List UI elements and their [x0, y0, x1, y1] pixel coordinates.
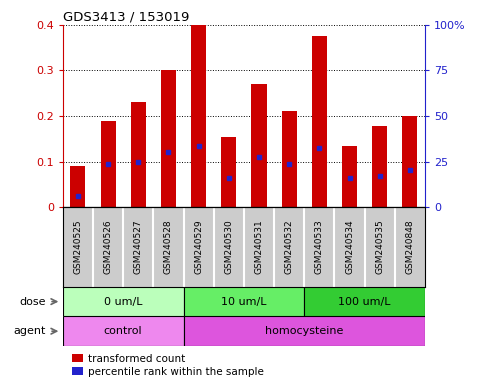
Text: GSM240534: GSM240534: [345, 220, 354, 274]
Bar: [252, 84, 267, 207]
Text: GSM240527: GSM240527: [134, 220, 143, 274]
Text: GSM240848: GSM240848: [405, 220, 414, 274]
Bar: [402, 116, 417, 207]
Text: GSM240526: GSM240526: [103, 220, 113, 274]
Bar: [100, 121, 115, 207]
Text: GSM240530: GSM240530: [224, 220, 233, 274]
Bar: [282, 111, 297, 207]
Bar: [71, 166, 85, 207]
Bar: [184, 316, 425, 346]
Text: 10 um/L: 10 um/L: [221, 296, 267, 306]
Text: agent: agent: [14, 326, 46, 336]
Legend: transformed count, percentile rank within the sample: transformed count, percentile rank withi…: [68, 349, 268, 381]
Bar: [191, 25, 206, 207]
Text: 100 um/L: 100 um/L: [339, 296, 391, 306]
Text: GSM240525: GSM240525: [73, 220, 83, 274]
Bar: [312, 36, 327, 207]
Text: GSM240535: GSM240535: [375, 220, 384, 274]
Bar: [342, 146, 357, 207]
Bar: [372, 126, 387, 207]
Bar: [221, 137, 236, 207]
Bar: [304, 287, 425, 316]
Bar: [161, 71, 176, 207]
Text: GDS3413 / 153019: GDS3413 / 153019: [63, 11, 189, 24]
Bar: [131, 103, 146, 207]
Text: GSM240532: GSM240532: [284, 220, 294, 274]
Text: GSM240528: GSM240528: [164, 220, 173, 274]
Text: GSM240531: GSM240531: [255, 220, 264, 274]
Bar: [63, 287, 184, 316]
Text: control: control: [104, 326, 142, 336]
Bar: [63, 316, 184, 346]
Text: GSM240529: GSM240529: [194, 220, 203, 274]
Text: 0 um/L: 0 um/L: [104, 296, 142, 306]
Text: dose: dose: [20, 296, 46, 306]
Bar: [184, 287, 304, 316]
Text: homocysteine: homocysteine: [265, 326, 343, 336]
Text: GSM240533: GSM240533: [315, 220, 324, 274]
